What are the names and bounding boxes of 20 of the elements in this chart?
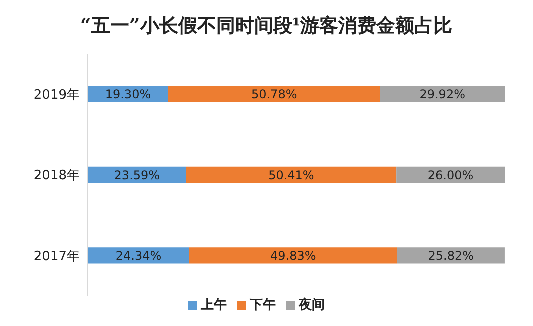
chart-title: “五一”小长假不同时间段¹游客消费金额占比: [80, 15, 453, 37]
bar: [190, 248, 398, 264]
legend-label: 上午: [201, 298, 227, 313]
data-label: 29.92%: [420, 88, 466, 102]
bar: [186, 166, 397, 184]
data-label: 50.41%: [268, 168, 314, 182]
bar: [380, 86, 505, 102]
y-tick-label: 2017年: [34, 249, 80, 264]
data-label: 25.82%: [428, 248, 474, 263]
data-label: 49.83%: [270, 248, 316, 263]
data-label: 23.59%: [114, 168, 160, 182]
y-tick-label: 2019年: [34, 88, 80, 103]
y-tick-label: 2018年: [34, 168, 80, 184]
data-label: 24.34%: [116, 248, 162, 263]
data-label: 50.78%: [251, 88, 298, 102]
data-label: 19.30%: [105, 88, 152, 102]
data-label: 26.00%: [428, 168, 474, 182]
legend-label: 夜间: [299, 298, 325, 313]
bar: [168, 86, 380, 102]
legend-label: 下午: [250, 298, 276, 313]
